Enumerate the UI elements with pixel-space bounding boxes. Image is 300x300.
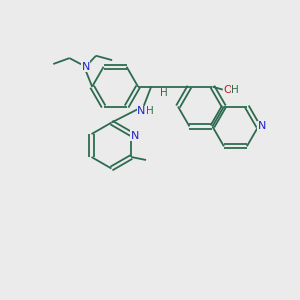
Text: N: N	[82, 61, 90, 72]
Text: O: O	[224, 85, 233, 94]
Text: H: H	[231, 85, 239, 94]
Text: H: H	[160, 88, 167, 98]
Text: H: H	[146, 106, 154, 116]
Text: N: N	[258, 122, 266, 131]
Text: N: N	[131, 130, 139, 140]
Text: N: N	[137, 106, 146, 116]
